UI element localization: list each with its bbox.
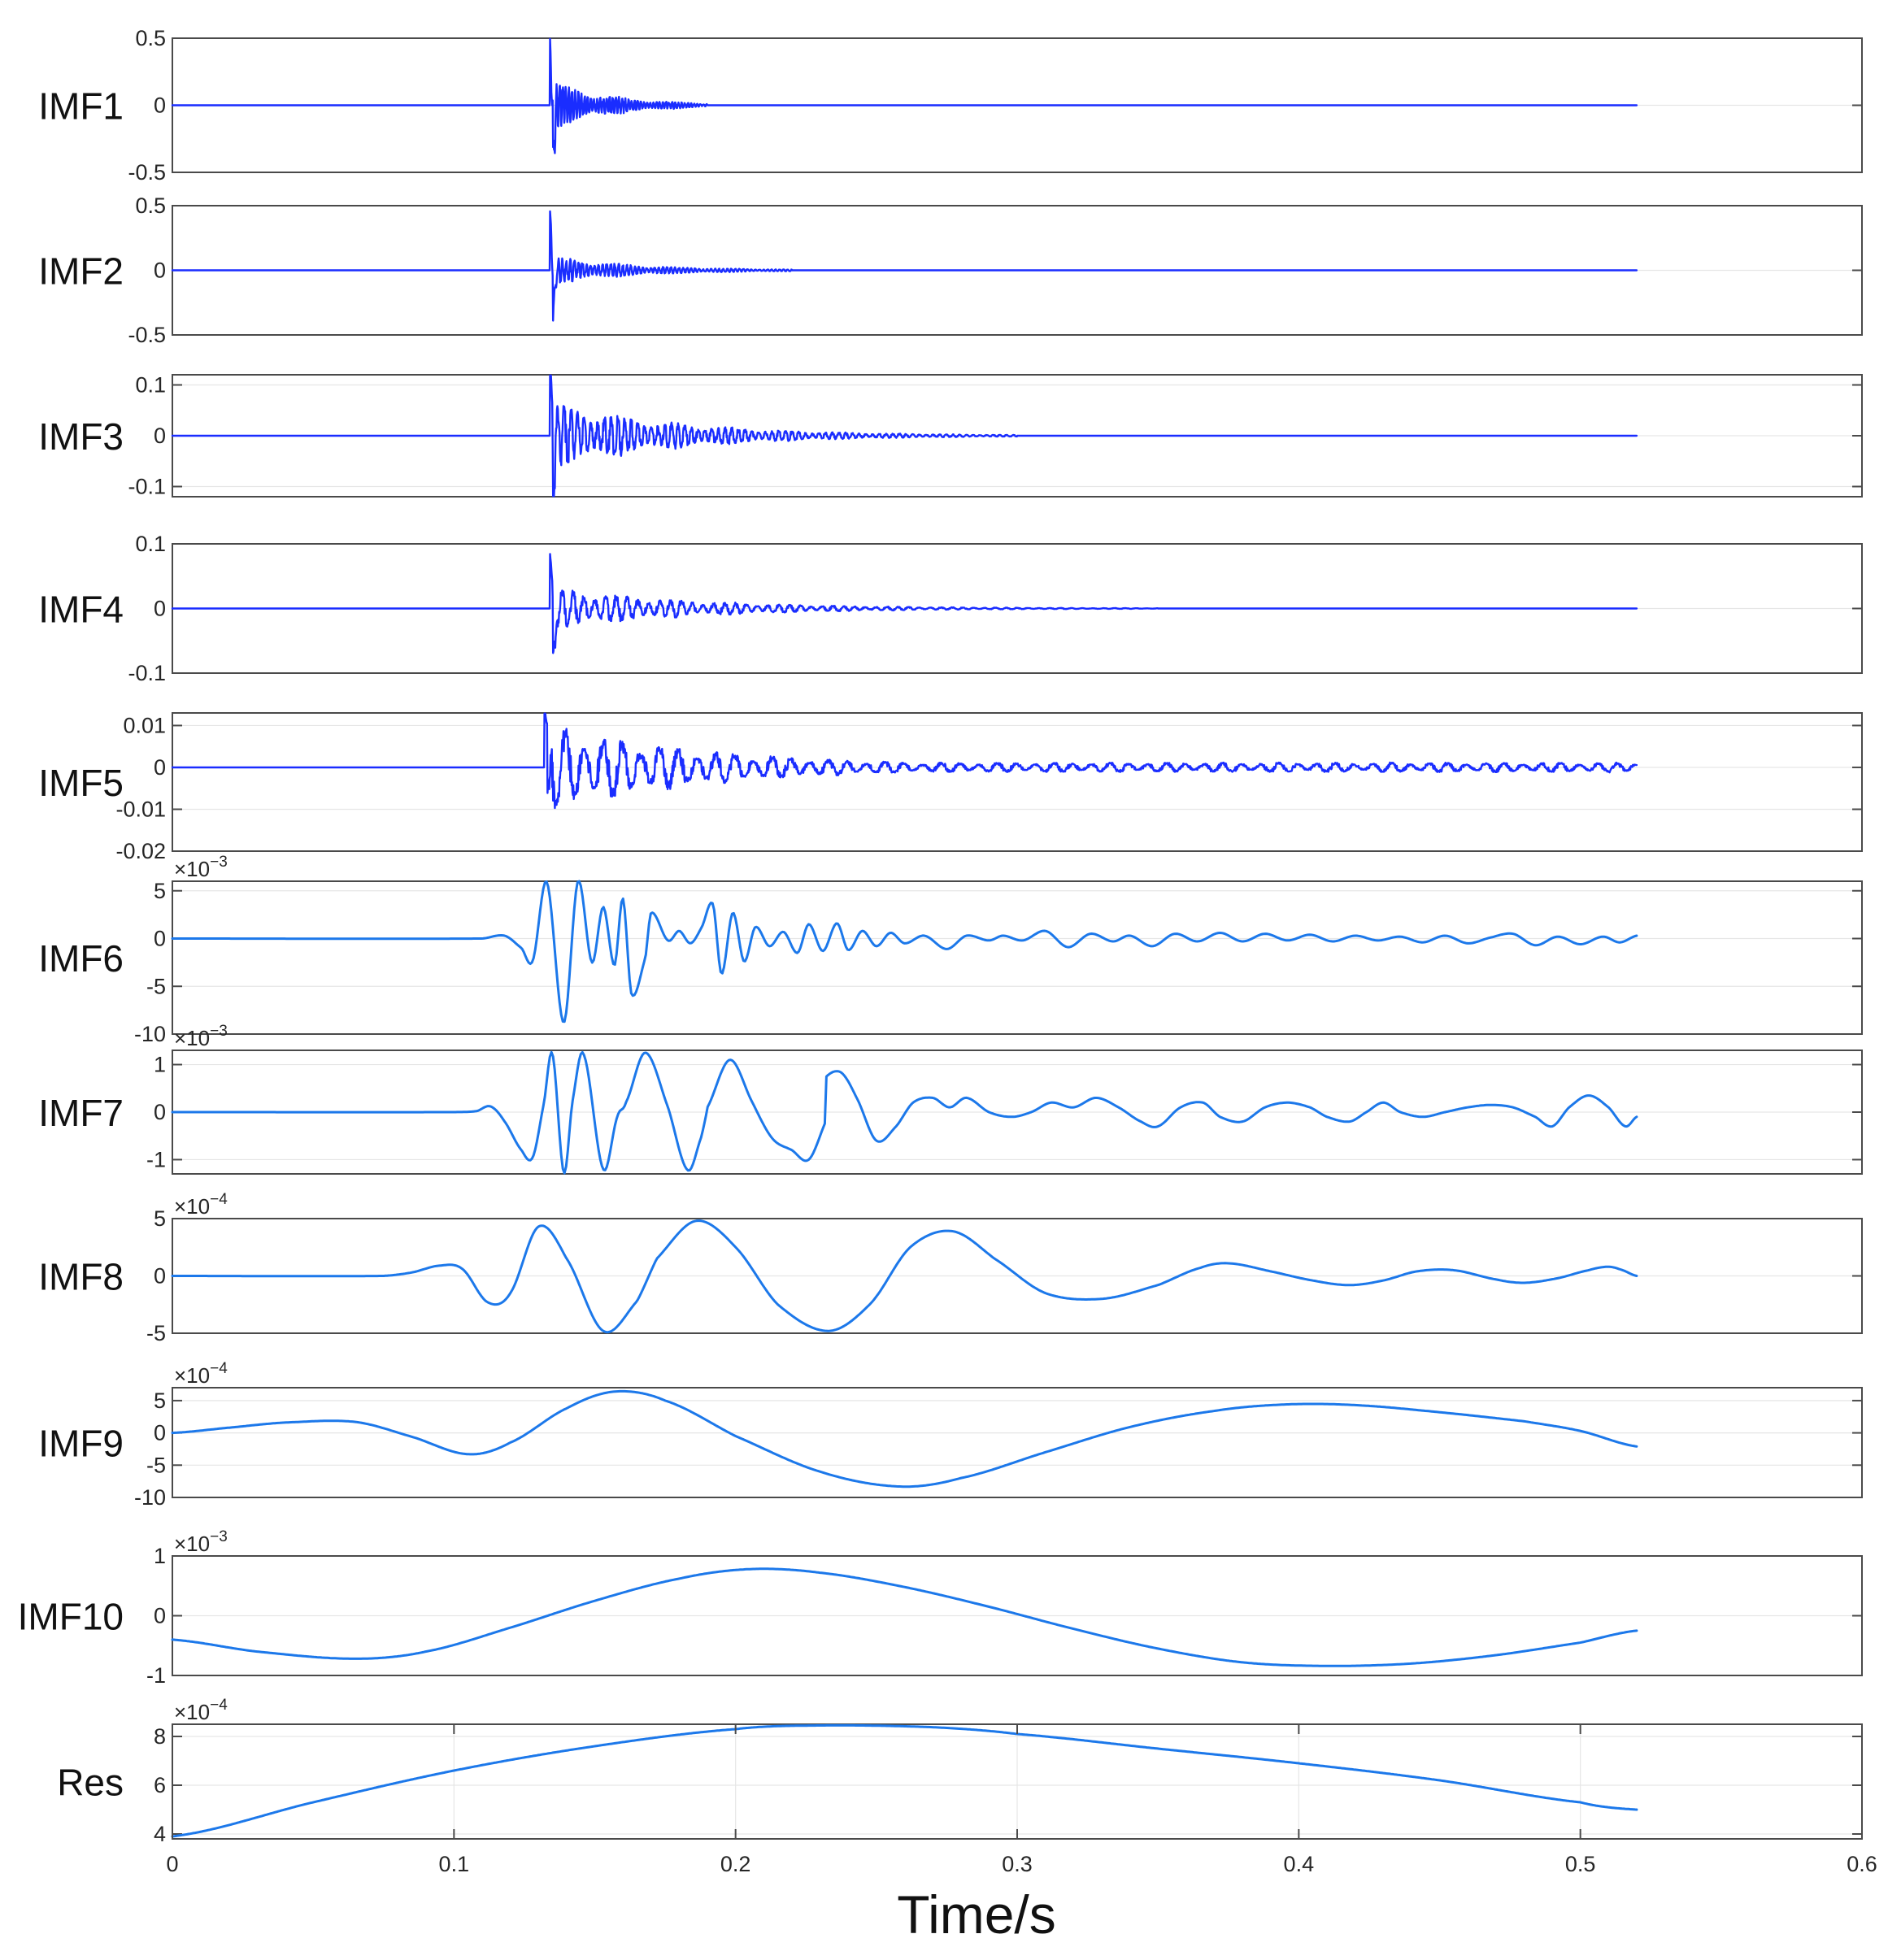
panel-imf10: 1 0 -1 ×10−3 IMF10 (18, 1528, 1863, 1688)
y-tick-label: 0 (154, 927, 166, 951)
y-tick-label: -10 (134, 1485, 166, 1510)
panel-imf8: 5 0 -5 ×10−4 IMF8 (38, 1191, 1863, 1345)
y-tick-label: 4 (154, 1822, 166, 1846)
x-tick-label: 0.5 (1565, 1852, 1596, 1876)
axes-frame (172, 1387, 1863, 1498)
panel-label: IMF4 (38, 589, 124, 631)
y-tick-label: -0.5 (128, 160, 166, 185)
y-tick-label: 0 (154, 259, 166, 283)
panel-label: IMF6 (38, 937, 124, 980)
y-tick-label: -0.02 (115, 839, 166, 863)
y-tick-label: 6 (154, 1773, 166, 1797)
signal-trace (171, 880, 1638, 1023)
y-exponent-label: ×10−3 (174, 1528, 228, 1556)
y-exponent-label: ×10−3 (174, 854, 228, 881)
panel-res: 8 6 4 ×10−4 Res 0 0.1 0.2 0.3 0.4 0.5 0.6 (57, 1697, 1877, 1876)
x-tick-label: 0.2 (720, 1852, 751, 1876)
panel-imf9: 5 0 -5 -10 ×10−4 IMF9 (38, 1360, 1863, 1510)
panel-label: IMF1 (38, 85, 124, 128)
panel-imf6: 5 0 -5 -10 ×10−3 IMF6 (38, 854, 1863, 1046)
y-exponent-label: ×10−4 (174, 1697, 228, 1724)
y-tick-label: 0 (154, 1604, 166, 1628)
y-exponent-label: ×10−4 (174, 1191, 228, 1219)
y-tick-label: -0.1 (128, 475, 166, 499)
y-tick-label: 0 (154, 93, 166, 118)
y-tick-label: -0.01 (115, 797, 166, 821)
panel-label: Res (57, 1762, 124, 1804)
panel-imf2: 0.5 0 -0.5 IMF2 (38, 193, 1863, 347)
x-axis-label: Time/s (897, 1884, 1056, 1945)
y-tick-label: 0 (154, 597, 166, 621)
y-tick-label: -5 (146, 1321, 166, 1345)
y-tick-label: 1 (154, 1544, 166, 1568)
y-exponent-label: ×10−4 (174, 1360, 228, 1388)
y-tick-label: 0.5 (135, 193, 166, 218)
y-tick-label: 5 (154, 1389, 166, 1413)
y-tick-label: 5 (154, 1206, 166, 1231)
y-tick-label: 0 (154, 424, 166, 448)
panel-label: IMF9 (38, 1423, 124, 1465)
signal-trace (171, 1050, 1638, 1175)
y-tick-label: 0.5 (135, 26, 166, 50)
y-tick-label: 8 (154, 1724, 166, 1749)
axes-frame (172, 880, 1863, 1035)
y-tick-label: 0 (154, 1421, 166, 1445)
y-tick-label: -1 (146, 1663, 166, 1688)
y-tick-label: -0.1 (128, 661, 166, 685)
y-tick-label: 0.1 (135, 373, 166, 398)
signal-trace (171, 1219, 1638, 1334)
y-tick-label: 1 (154, 1053, 166, 1077)
panel-label: IMF2 (38, 250, 124, 293)
y-tick-label: -0.5 (128, 323, 166, 347)
signal-trace (171, 553, 1638, 654)
signal-trace (171, 712, 1638, 810)
panel-label: IMF8 (38, 1256, 124, 1298)
y-tick-label: -5 (146, 1453, 166, 1477)
panel-label: IMF5 (38, 762, 124, 804)
signal-trace (171, 1567, 1638, 1667)
signal-trace (171, 1723, 1638, 1838)
signal-trace (171, 37, 1638, 154)
panel-imf4: 0.1 0 -0.1 IMF4 (38, 532, 1863, 685)
x-tick-label: 0.3 (1002, 1852, 1033, 1876)
panel-imf1: 0.5 0 -0.5 IMF1 (38, 26, 1863, 185)
x-tick-label: 0.4 (1284, 1852, 1315, 1876)
x-tick-label: 0.6 (1847, 1852, 1877, 1876)
signal-trace (171, 1389, 1638, 1488)
panel-label: IMF3 (38, 415, 124, 458)
y-tick-label: 0 (154, 1264, 166, 1289)
y-tick-label: -1 (146, 1147, 166, 1171)
y-tick-label: -10 (134, 1022, 166, 1046)
x-tick-label: 0.1 (439, 1852, 470, 1876)
panel-label: IMF10 (18, 1596, 124, 1638)
signal-trace (171, 374, 1638, 498)
y-tick-label: 0.01 (123, 713, 166, 737)
panel-imf7: 1 0 -1 ×10−3 IMF7 (38, 1023, 1863, 1175)
panel-label: IMF7 (38, 1092, 124, 1134)
signal-trace (171, 210, 1638, 322)
y-tick-label: 5 (154, 879, 166, 903)
y-exponent-label: ×10−3 (174, 1023, 228, 1050)
y-tick-label: 0 (154, 755, 166, 780)
x-tick-label: 0 (166, 1852, 178, 1876)
y-tick-label: 0.1 (135, 532, 166, 556)
y-tick-label: 0 (154, 1100, 166, 1124)
y-tick-label: -5 (146, 974, 166, 998)
panel-imf5: 0.01 0 -0.01 -0.02 IMF5 (38, 712, 1863, 863)
axes-frame (172, 712, 1863, 852)
